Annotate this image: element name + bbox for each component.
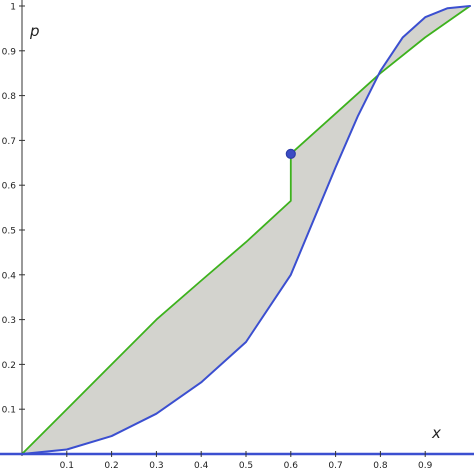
y-tick-label: 0.1 <box>2 406 16 416</box>
series-line-green <box>21 5 471 455</box>
series-layer <box>21 5 471 455</box>
series-line-blue <box>21 5 471 455</box>
x-tick-label: 0.4 <box>194 461 209 471</box>
x-tick-label: 0.7 <box>328 461 342 471</box>
x-tick-label: 0.2 <box>104 461 118 471</box>
y-tick-label: 0.8 <box>2 92 17 102</box>
y-tick-label: 0.2 <box>2 361 16 371</box>
x-tick-label: 0.1 <box>60 461 74 471</box>
tick-layer: 0.1 0.2 0.3 0.4 0.5 0.6 0.7 0.8 0.9 1 0.1 0.2 0.3 0.4… <box>2 3 433 472</box>
y-tick-label: 0.5 <box>2 227 16 237</box>
data-point-marker <box>285 148 296 159</box>
x-axis-label: x <box>431 424 441 442</box>
x-tick-label: 0.6 <box>284 461 299 471</box>
point-layer <box>285 148 296 159</box>
y-tick-label: 0.6 <box>2 182 17 192</box>
x-tick-label: 0.5 <box>239 461 253 471</box>
y-tick-label: 0.9 <box>2 47 17 57</box>
x-tick-label: 0.3 <box>149 461 163 471</box>
axes-layer <box>0 0 474 456</box>
y-tick-label: 0.4 <box>2 271 17 281</box>
y-axis-label: p <box>29 22 40 40</box>
y-tick-label: 0.3 <box>2 316 16 326</box>
y-tick-label: 1 <box>10 3 16 13</box>
y-tick-label: 0.7 <box>2 137 16 147</box>
x-tick-label: 0.8 <box>373 461 388 471</box>
x-tick-label: 0.9 <box>418 461 433 471</box>
